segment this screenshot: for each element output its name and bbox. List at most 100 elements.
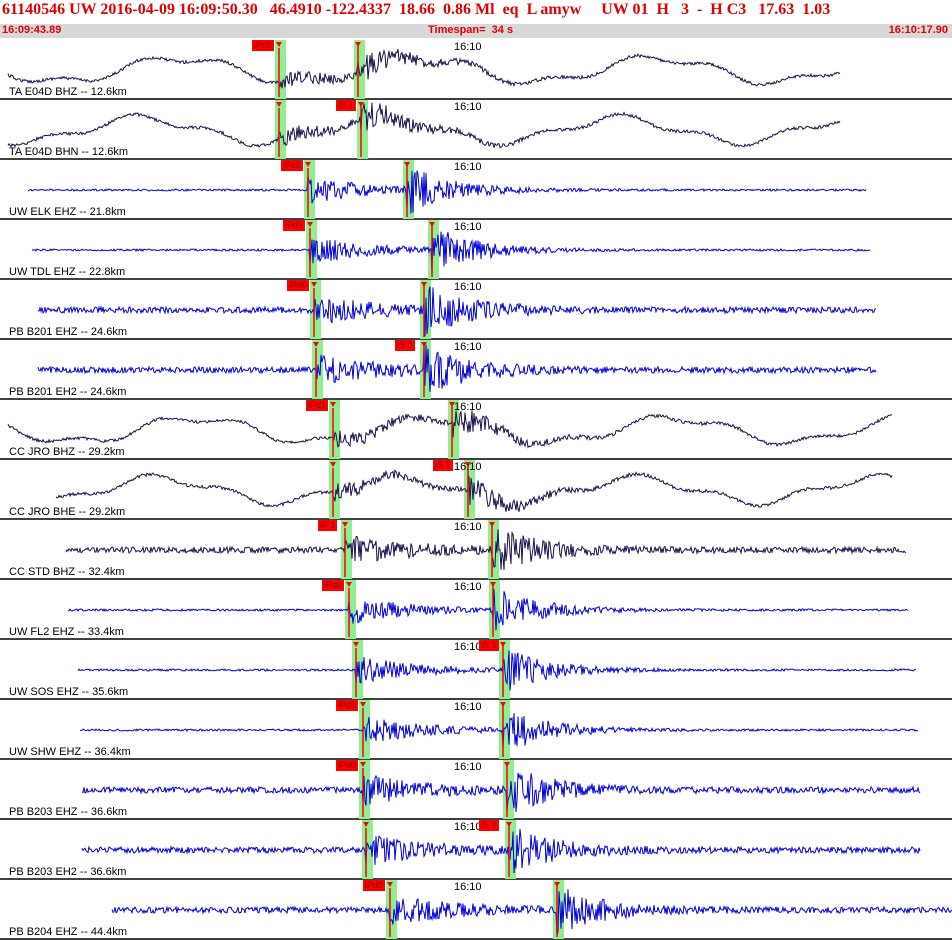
p-pick-window[interactable]	[386, 880, 397, 939]
p-pick-window[interactable]	[329, 460, 340, 519]
pick-marker-icon[interactable]	[360, 762, 366, 767]
station-label: PB B203 EHZ -- 36.6km	[9, 806, 127, 818]
pick-marker-icon[interactable]	[465, 462, 471, 467]
pick-marker-icon[interactable]	[360, 702, 366, 707]
pick-marker-icon[interactable]	[489, 522, 495, 527]
minute-mark: 16:10	[454, 881, 482, 893]
waveform-trace[interactable]	[77, 650, 917, 691]
p-pick-window[interactable]	[341, 520, 352, 579]
waveform-trace[interactable]	[81, 829, 921, 874]
station-label: UW FL2 EHZ -- 33.4km	[9, 626, 124, 638]
pick-label[interactable]: iPd1	[283, 220, 306, 231]
waveform-trace[interactable]	[67, 589, 909, 631]
minute-mark: 16:10	[454, 761, 482, 773]
waveform-trace[interactable]	[37, 344, 877, 392]
pick-marker-icon[interactable]	[421, 282, 427, 287]
event-title: 61140546 UW 2016-04-09 16:09:50.30 46.49…	[2, 1, 831, 18]
pick-label[interactable]: iS 1	[479, 640, 499, 651]
minute-mark: 16:10	[454, 401, 482, 413]
station-label: CC STD BHZ -- 32.4km	[9, 566, 125, 578]
station-label: UW SOS EHZ -- 35.6km	[9, 686, 129, 698]
pick-label[interactable]: iPd0	[322, 580, 345, 591]
pick-marker-icon[interactable]	[330, 462, 336, 467]
p-pick-window[interactable]	[329, 400, 340, 459]
p-pick-window[interactable]	[345, 580, 356, 639]
waveform-trace[interactable]	[7, 102, 841, 149]
station-label: TA E04D BHN -- 12.6km	[9, 146, 128, 158]
minute-mark: 16:10	[454, 461, 482, 473]
minute-mark: 16:10	[454, 521, 482, 533]
pick-marker-icon[interactable]	[554, 882, 560, 887]
p-pick-window[interactable]	[275, 40, 286, 99]
pick-marker-icon[interactable]	[490, 582, 496, 587]
station-label: PB B203 EH2 -- 36.6km	[9, 866, 127, 878]
minute-mark: 16:10	[454, 701, 482, 713]
pick-marker-icon[interactable]	[421, 342, 427, 347]
pick-marker-icon[interactable]	[363, 822, 369, 827]
pick-marker-icon[interactable]	[358, 102, 364, 107]
pick-marker-icon[interactable]	[387, 882, 393, 887]
p-pick-window[interactable]	[275, 100, 286, 159]
station-label: PB B201 EH2 -- 24.6km	[9, 386, 127, 398]
minute-mark: 16:10	[454, 341, 482, 353]
pick-label[interactable]: iPd0	[287, 280, 310, 291]
minute-mark: 16:10	[454, 581, 482, 593]
s-pick-window[interactable]	[499, 700, 510, 759]
station-label: PB B201 EHZ -- 24.6km	[9, 326, 127, 338]
waveform-trace[interactable]	[7, 48, 841, 89]
pick-marker-icon[interactable]	[276, 42, 282, 47]
event-header: 61140546 UW 2016-04-09 16:09:50.30 46.49…	[0, 0, 952, 38]
pick-marker-icon[interactable]	[504, 762, 510, 767]
pick-label[interactable]: iPd1	[306, 400, 329, 411]
pick-marker-icon[interactable]	[305, 162, 311, 167]
p-pick-window[interactable]	[362, 820, 373, 879]
pick-marker-icon[interactable]	[506, 822, 512, 827]
s-pick-window[interactable]	[503, 760, 514, 819]
minute-mark: 16:10	[454, 41, 482, 53]
s-pick-window[interactable]	[357, 100, 368, 159]
pick-label[interactable]: iPd0	[336, 760, 359, 771]
pick-label[interactable]: iPc0	[252, 40, 274, 51]
s-pick-window[interactable]	[354, 40, 365, 99]
pick-label[interactable]: iS 0	[395, 340, 415, 351]
p-pick-window[interactable]	[359, 700, 370, 759]
pick-label[interactable]: iP 1	[318, 520, 338, 531]
s-pick-window[interactable]	[488, 520, 499, 579]
p-pick-window[interactable]	[310, 280, 321, 339]
waveform-trace[interactable]	[55, 469, 893, 512]
waveform-trace[interactable]	[31, 231, 871, 273]
waveform-trace[interactable]	[111, 889, 952, 936]
time-band: 16:09:43.89 Timespan= 34 s 16:10:17.90	[0, 24, 952, 38]
p-pick-window[interactable]	[304, 160, 315, 219]
pick-marker-icon[interactable]	[353, 642, 359, 647]
pick-marker-icon[interactable]	[404, 162, 410, 167]
waveform-trace[interactable]	[81, 772, 921, 812]
waveform-trace[interactable]	[37, 286, 877, 337]
pick-label[interactable]: iS 1	[336, 100, 356, 111]
pick-marker-icon[interactable]	[429, 222, 435, 227]
pick-label[interactable]: iPd0	[363, 880, 386, 891]
pick-marker-icon[interactable]	[500, 642, 506, 647]
trace-canvas[interactable]	[0, 38, 952, 940]
waveform-trace[interactable]	[27, 170, 867, 214]
pick-label[interactable]: iS 1	[479, 820, 499, 831]
pick-marker-icon[interactable]	[313, 342, 319, 347]
pick-marker-icon[interactable]	[449, 402, 455, 407]
pick-label[interactable]: iS 1	[433, 460, 453, 471]
pick-label[interactable]: iPd1	[336, 700, 359, 711]
pick-marker-icon[interactable]	[330, 402, 336, 407]
pick-marker-icon[interactable]	[355, 42, 361, 47]
pick-marker-icon[interactable]	[500, 702, 506, 707]
waveform-trace[interactable]	[7, 409, 893, 449]
waveform-trace[interactable]	[79, 713, 918, 748]
minute-mark: 16:10	[454, 161, 482, 173]
pick-marker-icon[interactable]	[276, 102, 282, 107]
seismogram-panel[interactable]: TA E04D BHZ -- 12.6km 16:10 iPc0 TA E04D BH…	[0, 38, 952, 940]
s-pick-window[interactable]	[403, 160, 414, 219]
waveform-trace[interactable]	[65, 529, 907, 571]
pick-marker-icon[interactable]	[346, 582, 352, 587]
pick-marker-icon[interactable]	[342, 522, 348, 527]
pick-marker-icon[interactable]	[311, 282, 317, 287]
pick-label[interactable]: iPc0	[281, 160, 303, 171]
pick-marker-icon[interactable]	[307, 222, 313, 227]
